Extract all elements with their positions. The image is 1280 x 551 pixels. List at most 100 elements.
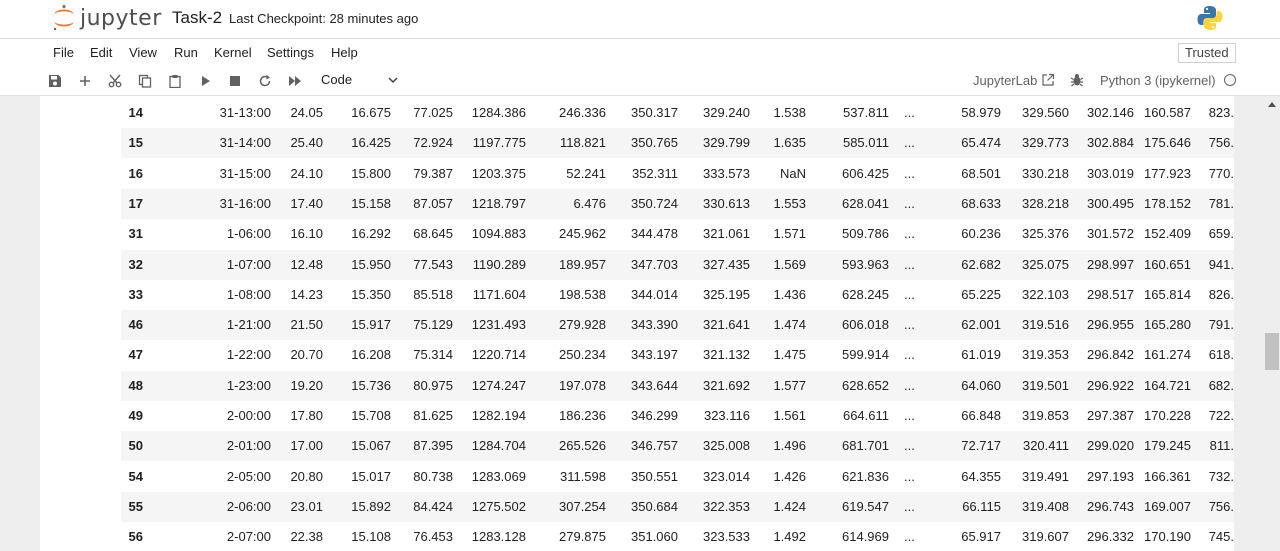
- table-cell: 325.195: [703, 286, 750, 302]
- table-cell: 1171.604: [472, 286, 526, 302]
- table-cell: 1.561: [773, 408, 806, 423]
- menu-file[interactable]: File: [53, 45, 74, 60]
- table-cell: 22.38: [290, 529, 323, 545]
- table-cell: 319.853: [1022, 408, 1069, 423]
- table-cell: 1283.128: [471, 529, 526, 545]
- table-cell: 152.409: [1144, 226, 1191, 242]
- table-cell: 161.274: [1144, 347, 1191, 363]
- menu-view[interactable]: View: [129, 45, 157, 60]
- table-row: 32 1-07:00 12.48 15.950 77.543 1190.289 189.95…: [121, 249, 1234, 280]
- table-cell: 64.355: [961, 468, 1001, 484]
- table-cell: 12.48: [290, 256, 323, 272]
- table-cell: 297.193: [1087, 468, 1134, 484]
- table-cell: 296.842: [1087, 347, 1134, 363]
- menu-run[interactable]: Run: [174, 45, 198, 60]
- table-row: 49 2-00:00 17.80 15.708 81.625 1282.194 186.23…: [121, 401, 1234, 431]
- table-cell: 351.060: [631, 529, 678, 545]
- table-cell: 330.218: [1022, 165, 1069, 181]
- table-row: 55 2-06:00 23.01 15.892 84.424 1275.502 307.25…: [121, 491, 1234, 522]
- table-cell: 279.875: [559, 529, 606, 545]
- menu-kernel[interactable]: Kernel: [214, 45, 252, 60]
- row-index: 47: [128, 347, 143, 363]
- row-index: 17: [128, 195, 143, 211]
- chevron-down-icon[interactable]: [387, 73, 399, 87]
- row-index: 50: [128, 438, 143, 454]
- table-cell: 682.: [1208, 377, 1234, 393]
- row-index: 14: [128, 105, 143, 120]
- menu-settings[interactable]: Settings: [267, 45, 314, 60]
- table-cell: 307.254: [559, 498, 606, 514]
- table-cell: 344.478: [631, 226, 678, 242]
- table-cell: 593.963: [842, 256, 889, 272]
- table-cell: 76.453: [413, 529, 453, 545]
- table-cell: 16.675: [351, 105, 391, 120]
- jupyter-logo-icon: [53, 4, 74, 31]
- table-cell: 85.518: [413, 286, 453, 302]
- trusted-badge[interactable]: Trusted: [1178, 43, 1236, 63]
- table-cell: 160.651: [1144, 256, 1191, 272]
- table-cell: 301.572: [1087, 226, 1134, 242]
- table-cell: 321.641: [703, 317, 750, 333]
- jupyter-logo[interactable]: jupyter: [52, 3, 162, 33]
- table-cell: 346.299: [631, 408, 678, 423]
- bug-icon[interactable]: [1070, 73, 1084, 87]
- table-cell: 2-07:00: [226, 529, 271, 545]
- copy-icon[interactable]: [136, 72, 154, 90]
- table-cell: 1283.069: [471, 468, 526, 484]
- table-cell: 246.336: [559, 105, 606, 120]
- table-cell: 31-13:00: [219, 105, 271, 120]
- jupyterlab-link[interactable]: JupyterLab: [973, 73, 1038, 88]
- table-cell: 343.390: [631, 317, 678, 333]
- paste-icon[interactable]: [166, 72, 184, 90]
- table-cell: 319.501: [1022, 377, 1069, 393]
- cell-type-select[interactable]: Code: [321, 72, 353, 87]
- table-cell: 296.743: [1087, 498, 1134, 514]
- table-cell: 1-08:00: [226, 286, 271, 302]
- table-cell: 826.: [1208, 286, 1234, 302]
- table-cell: 15.708: [351, 408, 391, 423]
- fast-forward-icon[interactable]: [286, 72, 304, 90]
- table-cell: 1094.883: [471, 226, 526, 242]
- restart-icon[interactable]: [256, 72, 274, 90]
- table-cell: 1190.289: [472, 256, 526, 272]
- table-cell: 65.474: [961, 135, 1001, 151]
- table-cell: 198.538: [559, 286, 606, 302]
- table-cell: 327.435: [703, 256, 750, 272]
- scroll-up-arrow-icon[interactable]: [1267, 100, 1277, 108]
- save-icon[interactable]: [46, 72, 64, 90]
- table-cell: 24.05: [290, 105, 323, 120]
- ellipsis-cell: ...: [904, 347, 915, 363]
- table-cell: 1-23:00: [226, 377, 271, 393]
- table-cell: 62.001: [961, 317, 1001, 333]
- table-cell: 1.553: [773, 195, 806, 211]
- menu-help[interactable]: Help: [331, 45, 358, 60]
- table-cell: 175.646: [1144, 135, 1191, 151]
- checkpoint-status: Last Checkpoint: 28 minutes ago: [229, 11, 419, 26]
- table-cell: 84.424: [413, 498, 453, 514]
- table-cell: 1.424: [773, 498, 806, 514]
- table-cell: 23.01: [290, 498, 323, 514]
- scrollbar-thumb[interactable]: [1265, 333, 1279, 370]
- add-cell-icon[interactable]: [76, 72, 94, 90]
- table-cell: 770.: [1208, 165, 1234, 181]
- notebook-title[interactable]: Task-2: [172, 8, 223, 27]
- table-cell: 745.: [1208, 529, 1234, 545]
- row-index: 49: [128, 408, 143, 423]
- table-row: 16 31-15:00 24.10 15.800 79.387 1203.375 52.24…: [121, 159, 1234, 189]
- stop-icon[interactable]: [226, 72, 244, 90]
- table-cell: 179.245: [1144, 438, 1191, 454]
- run-icon[interactable]: [197, 72, 215, 90]
- menu-edit[interactable]: Edit: [90, 45, 113, 60]
- ellipsis-cell: ...: [904, 468, 915, 484]
- table-cell: 343.197: [631, 347, 678, 363]
- table-cell: 1.474: [773, 317, 806, 333]
- table-cell: 323.116: [703, 408, 750, 423]
- table-cell: 178.152: [1144, 195, 1191, 211]
- table-cell: 321.692: [703, 377, 750, 393]
- table-cell: 66.848: [961, 408, 1001, 423]
- cut-icon[interactable]: [106, 72, 124, 90]
- table-cell: 20.80: [290, 468, 323, 484]
- kernel-name[interactable]: Python 3 (ipykernel): [1100, 73, 1216, 88]
- table-cell: 16.10: [290, 226, 323, 242]
- external-link-icon[interactable]: [1041, 73, 1055, 87]
